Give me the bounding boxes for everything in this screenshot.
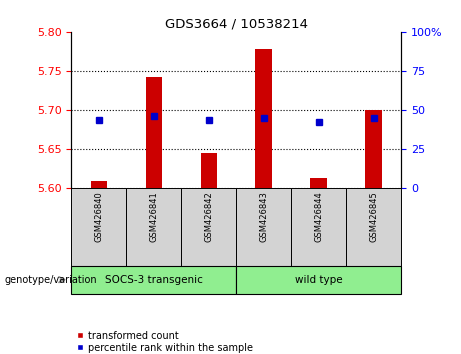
Text: SOCS-3 transgenic: SOCS-3 transgenic [105,275,203,285]
Text: GSM426840: GSM426840 [95,192,103,242]
FancyBboxPatch shape [126,188,181,266]
Text: GSM426842: GSM426842 [204,192,213,242]
Bar [146,77,162,188]
Text: GSM426844: GSM426844 [314,192,323,242]
Text: genotype/variation: genotype/variation [5,275,97,285]
Bar [366,110,382,188]
Bar [255,49,272,188]
FancyBboxPatch shape [291,188,346,266]
FancyBboxPatch shape [181,188,236,266]
Legend: transformed count, percentile rank within the sample: transformed count, percentile rank withi… [77,331,253,353]
Text: GSM426841: GSM426841 [149,192,159,242]
Bar [91,181,107,188]
Text: GSM426843: GSM426843 [259,192,268,242]
Bar [201,153,217,188]
FancyBboxPatch shape [236,266,401,294]
FancyBboxPatch shape [236,188,291,266]
Title: GDS3664 / 10538214: GDS3664 / 10538214 [165,18,308,31]
FancyBboxPatch shape [346,188,401,266]
Text: wild type: wild type [295,275,343,285]
Text: GSM426845: GSM426845 [369,192,378,242]
FancyBboxPatch shape [71,188,126,266]
Bar [310,178,327,188]
FancyBboxPatch shape [71,266,236,294]
